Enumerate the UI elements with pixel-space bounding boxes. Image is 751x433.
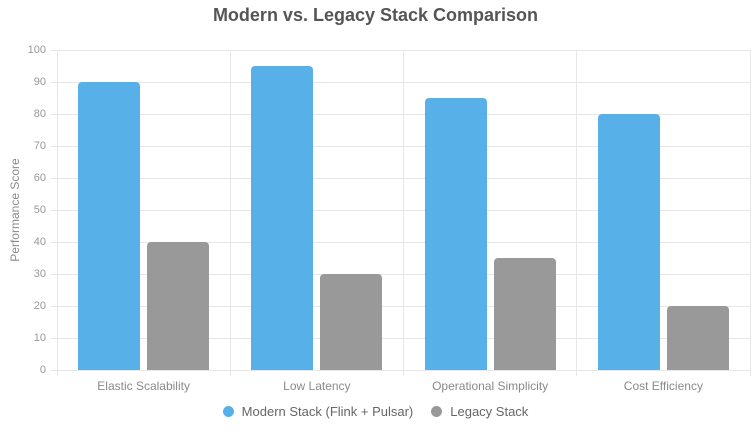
y-tick-label: 70 bbox=[33, 139, 46, 152]
y-tick-label: 100 bbox=[27, 43, 46, 56]
y-tick-label: 90 bbox=[33, 75, 46, 88]
x-category-label: Elastic Scalability bbox=[97, 379, 190, 393]
y-gridline bbox=[51, 49, 750, 51]
y-gridline bbox=[51, 273, 750, 275]
y-gridline bbox=[51, 81, 750, 83]
y-gridline bbox=[51, 177, 750, 179]
bar[interactable] bbox=[666, 306, 729, 370]
y-gridline bbox=[51, 369, 750, 371]
y-gridline bbox=[51, 209, 750, 211]
x-category-label: Cost Efficiency bbox=[623, 379, 703, 393]
legend-swatch-icon bbox=[431, 406, 443, 417]
bar[interactable] bbox=[251, 66, 314, 370]
y-gridline bbox=[51, 305, 750, 307]
x-gridline bbox=[229, 50, 231, 376]
y-tick-label: 50 bbox=[33, 203, 46, 216]
bar[interactable] bbox=[78, 82, 141, 370]
chart-title: Modern vs. Legacy Stack Comparison bbox=[212, 5, 539, 25]
x-gridline bbox=[56, 50, 58, 376]
y-tick-label: 40 bbox=[33, 235, 46, 248]
y-tick-label: 20 bbox=[33, 299, 46, 312]
bar[interactable] bbox=[597, 114, 660, 370]
y-tick-label: 10 bbox=[33, 331, 46, 344]
x-category-label: Operational Simplicity bbox=[432, 379, 549, 393]
bar[interactable] bbox=[424, 98, 487, 370]
bar[interactable] bbox=[147, 242, 210, 370]
y-tick-label: 80 bbox=[33, 107, 46, 120]
y-gridline bbox=[51, 241, 750, 243]
legend-item[interactable]: Legacy Stack bbox=[431, 404, 528, 419]
x-gridline bbox=[403, 50, 404, 376]
legend-item[interactable]: Modern Stack (Flink + Pulsar) bbox=[222, 404, 414, 419]
y-tick-label: 30 bbox=[33, 267, 46, 280]
legend-label: Legacy Stack bbox=[450, 404, 529, 419]
y-gridline bbox=[51, 145, 750, 147]
x-category-label: Low Latency bbox=[283, 379, 351, 393]
bar[interactable] bbox=[320, 274, 383, 370]
legend-label: Modern Stack (Flink + Pulsar) bbox=[241, 404, 414, 419]
y-tick-label: 60 bbox=[33, 171, 46, 184]
x-gridline bbox=[576, 50, 578, 376]
y-tick-label: 0 bbox=[39, 363, 46, 376]
x-gridline bbox=[749, 50, 751, 376]
legend: Modern Stack (Flink + Pulsar) Legacy Stac… bbox=[0, 404, 751, 419]
bar[interactable] bbox=[493, 258, 556, 370]
y-gridline bbox=[51, 113, 750, 115]
y-gridline bbox=[51, 337, 750, 339]
legend-swatch-icon bbox=[222, 406, 234, 417]
